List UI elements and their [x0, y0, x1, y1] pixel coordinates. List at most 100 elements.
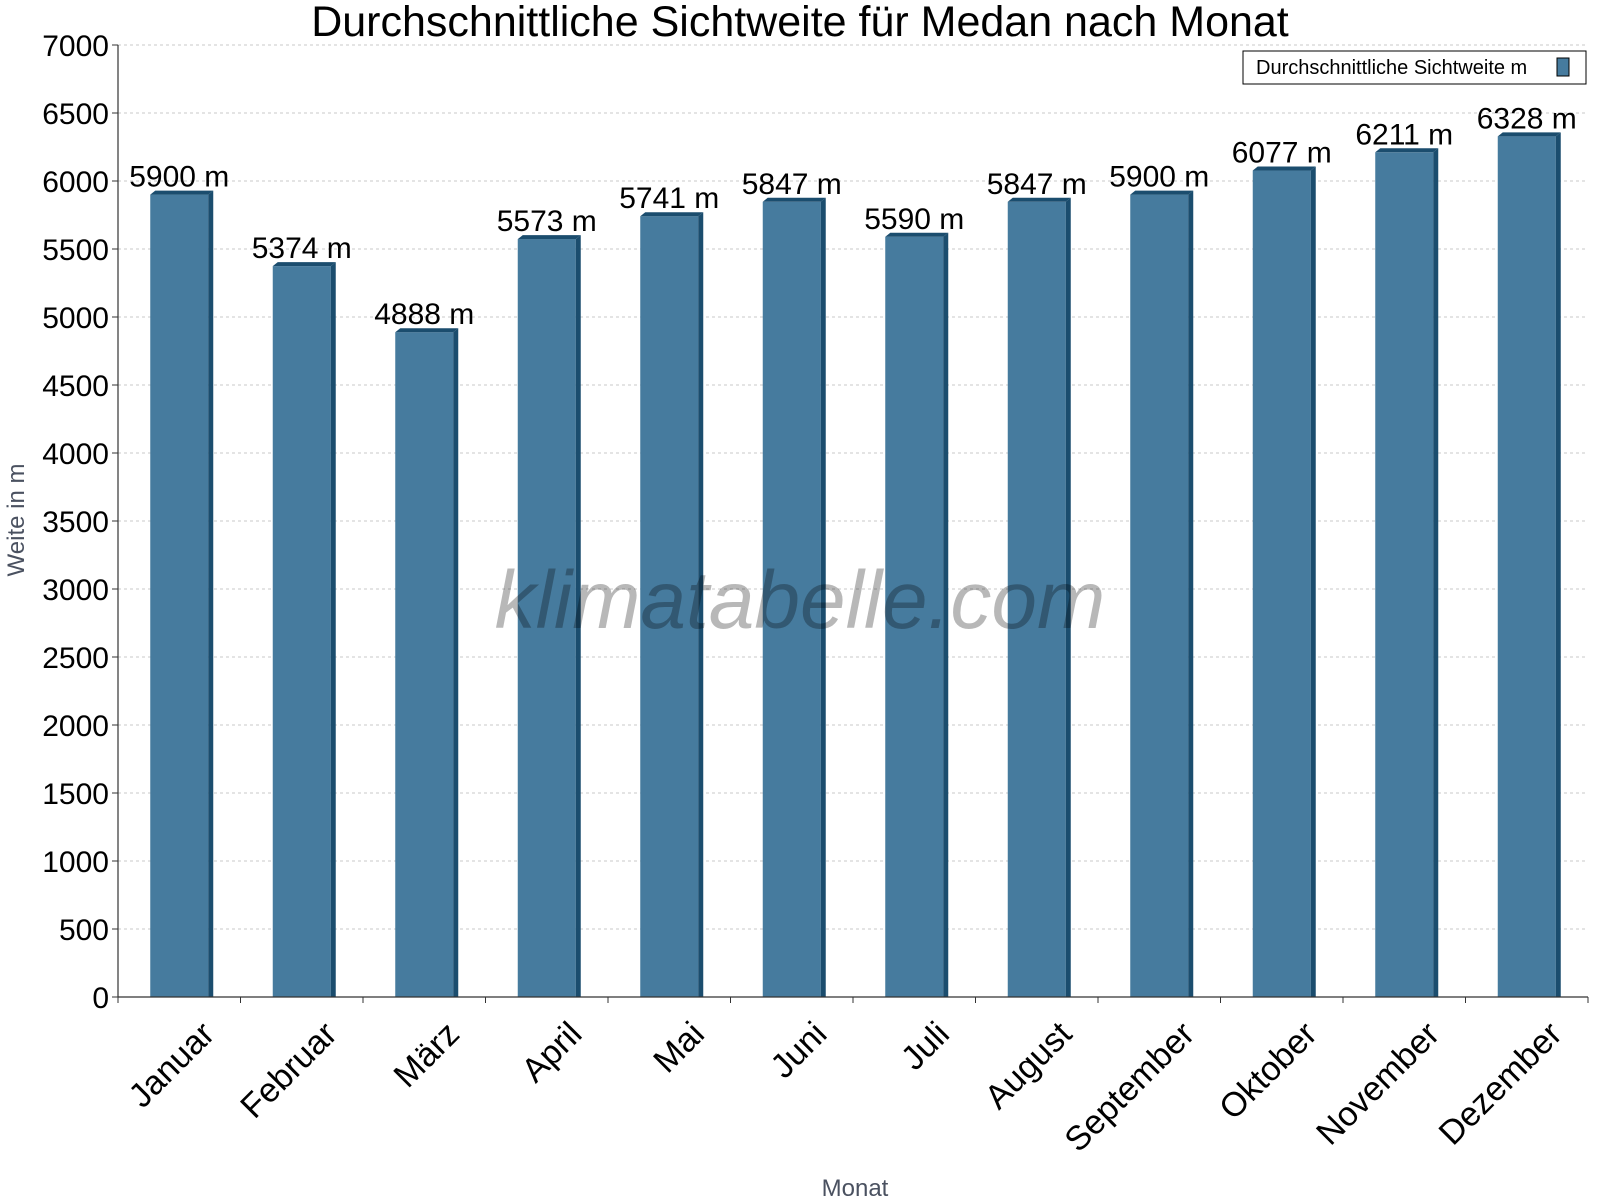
y-tick-label-0: 0 [92, 982, 109, 1015]
bar-mai [640, 212, 704, 997]
data-label-juli: 5590 m [864, 203, 964, 236]
bar-top [640, 212, 704, 217]
x-tick-label-dezember: Dezember [1432, 1015, 1570, 1153]
y-tick-label-7000: 7000 [42, 30, 109, 63]
bar-dezember [1497, 132, 1561, 998]
data-label-april: 5573 m [497, 205, 597, 238]
bar-side [1188, 190, 1194, 998]
data-labels: 5900 m 5374 m 4888 m 5573 m 5741 m 5847 m 5590… [129, 102, 1577, 331]
bar-top [1497, 132, 1561, 137]
bar-side [1555, 132, 1561, 998]
x-tick-label-juli: Juli [894, 1015, 957, 1078]
bar-front [762, 201, 821, 998]
data-label-januar: 5900 m [129, 161, 229, 194]
bar-top [395, 328, 459, 333]
bar-front [272, 266, 331, 997]
x-tick-label-mai: Mai [646, 1015, 712, 1081]
data-label-november: 6211 m [1355, 118, 1453, 151]
bar-front [1130, 194, 1189, 998]
bar-side [330, 262, 336, 997]
bar-oktober [1252, 166, 1316, 997]
bar-front [517, 239, 576, 997]
y-tick-label-1000: 1000 [42, 846, 109, 879]
bar-front [640, 216, 699, 997]
bar-side [698, 212, 704, 997]
x-tick-label-februar: Februar [233, 1015, 344, 1126]
bar-top [1007, 197, 1071, 202]
y-tick-label-5500: 5500 [42, 234, 109, 267]
y-tick-label-1500: 1500 [42, 778, 109, 811]
y-tick-label-4000: 4000 [42, 438, 109, 471]
legend-label: Durchschnittliche Sichtweite m [1256, 57, 1527, 79]
bar-top [1375, 148, 1439, 153]
bar-side [208, 190, 214, 998]
bar-top [1130, 190, 1194, 195]
bar-front [1252, 170, 1311, 997]
y-tick-label-3500: 3500 [42, 506, 109, 539]
x-tick-label-november: November [1309, 1015, 1447, 1153]
bar-januar [150, 190, 214, 998]
bar-front [1497, 136, 1556, 998]
bar-front [395, 332, 454, 997]
bar-februar [272, 262, 336, 997]
bar-juni [762, 197, 826, 998]
bar-side [943, 232, 949, 997]
bar-front [150, 194, 209, 998]
y-tick-label-500: 500 [59, 914, 109, 947]
gridlines [112, 44, 1588, 998]
data-label-märz: 4888 m [374, 298, 474, 331]
bar-top [762, 197, 826, 202]
y-tick-label-3000: 3000 [42, 574, 109, 607]
bar-top [885, 232, 949, 237]
bar-side [453, 328, 459, 997]
chart-title: Durchschnittliche Sichtweite für Medan n… [311, 0, 1289, 46]
y-tick-labels: 0 500 1000 1500 2000 2500 3000 3500 4000 4500 5000… [42, 30, 109, 1015]
x-tick-label-märz: März [387, 1015, 467, 1095]
bar-november [1375, 148, 1439, 997]
bar-top [517, 235, 581, 240]
y-tick-label-5000: 5000 [42, 302, 109, 335]
bars [150, 132, 1561, 998]
legend-box [1242, 50, 1587, 85]
x-tick-label-september: September [1057, 1015, 1201, 1159]
y-tick-label-4500: 4500 [42, 370, 109, 403]
data-label-februar: 5374 m [252, 232, 352, 265]
bar-juli [885, 232, 949, 997]
x-tick-labels: Januar Februar März April Mai Juni Juli AugustS… [121, 1014, 1569, 1159]
y-tick-label-2500: 2500 [42, 642, 109, 675]
bar-side [1310, 166, 1316, 997]
axes [117, 45, 1589, 1003]
bar-front [1375, 152, 1434, 997]
bar-märz [395, 328, 459, 997]
y-tick-label-6000: 6000 [42, 166, 109, 199]
watermark-logo: klimatabelle.com [495, 555, 1106, 646]
data-label-september: 5900 m [1109, 161, 1209, 194]
bar-side [575, 235, 581, 997]
x-axis-title: Monat [822, 1175, 889, 1200]
data-label-august: 5847 m [987, 168, 1087, 201]
bar-april [517, 235, 581, 997]
bar-front [885, 236, 944, 997]
x-tick-label-oktober: Oktober [1212, 1015, 1324, 1127]
bar-september [1130, 190, 1194, 998]
bar-top [272, 262, 336, 267]
bar-side [1065, 197, 1071, 998]
x-tick-label-april: April [514, 1015, 589, 1090]
data-label-oktober: 6077 m [1232, 137, 1332, 170]
bar-august [1007, 197, 1071, 998]
y-tick-label-6500: 6500 [42, 98, 109, 131]
legend-swatch [1556, 57, 1570, 77]
bar-side [820, 197, 826, 998]
x-tick-label-august: August [978, 1014, 1080, 1116]
x-tick-label-juni: Juni [763, 1015, 834, 1086]
bar-top [150, 190, 214, 195]
x-tick-label-januar: Januar [121, 1015, 221, 1115]
bar-top [1252, 166, 1316, 171]
data-label-juni: 5847 m [742, 168, 842, 201]
y-axis-title: Weite in m [3, 464, 30, 577]
y-tick-label-2000: 2000 [42, 710, 109, 743]
legend: Durchschnittliche Sichtweite m [1242, 50, 1587, 85]
bar-front [1007, 201, 1066, 998]
